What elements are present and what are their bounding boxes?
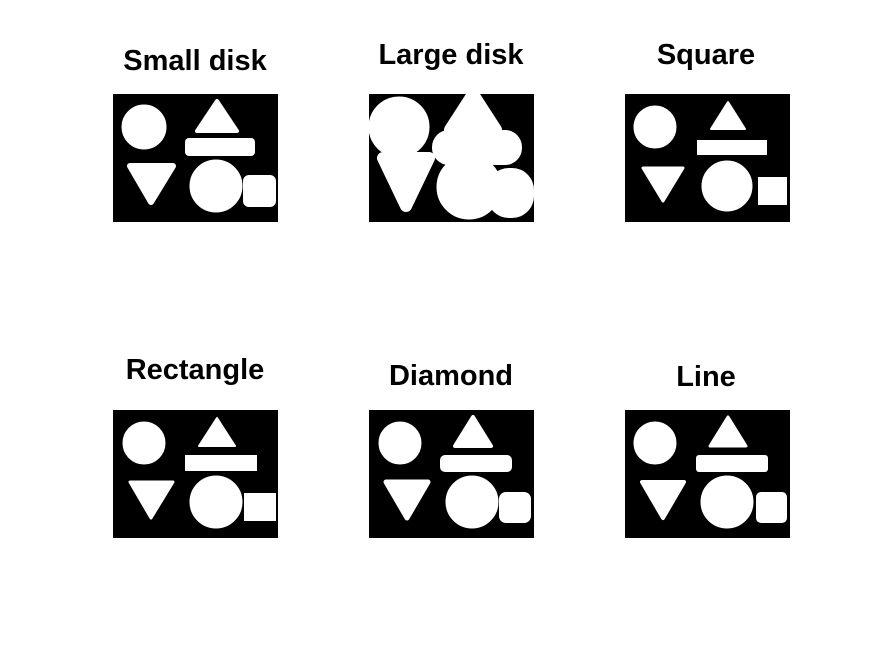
up-triangle-shape xyxy=(710,101,746,130)
disk-shape xyxy=(633,105,677,149)
down-triangle-shape xyxy=(127,163,176,205)
panel-title-rectangle: Rectangle xyxy=(125,354,265,386)
disk-shape xyxy=(369,96,430,158)
bar-shape xyxy=(440,455,512,472)
panel-image-line xyxy=(625,410,790,538)
panel-image-rectangle xyxy=(113,410,278,538)
bar-shape xyxy=(185,138,255,156)
panel-title-square: Square xyxy=(656,39,756,71)
small-square-shape xyxy=(243,175,276,207)
large-circle-shape xyxy=(445,475,499,529)
down-triangle-shape xyxy=(128,480,175,520)
bar-shape xyxy=(185,455,257,471)
down-triangle-shape xyxy=(377,152,435,212)
small-square-shape xyxy=(758,177,787,205)
bar-shape xyxy=(432,130,522,165)
large-circle-shape xyxy=(700,475,754,529)
disk-shape xyxy=(121,104,167,150)
down-triangle-shape xyxy=(641,166,685,203)
bar-shape xyxy=(697,140,767,155)
bar-shape xyxy=(696,455,768,472)
down-triangle-shape xyxy=(383,479,431,521)
large-circle-shape xyxy=(189,475,243,529)
panel-title-line: Line xyxy=(676,361,736,393)
panel-title-small-disk: Small disk xyxy=(123,45,267,77)
panel-image-diamond xyxy=(369,410,534,538)
up-triangle-shape xyxy=(708,415,748,448)
small-square-shape xyxy=(756,492,787,523)
panel-image-large-disk xyxy=(369,94,534,222)
small-square-shape xyxy=(487,168,534,218)
down-triangle-shape xyxy=(640,480,686,520)
panel-title-diamond: Diamond xyxy=(388,360,514,392)
up-triangle-shape xyxy=(195,99,239,133)
panel-title-large-disk: Large disk xyxy=(378,39,524,71)
disk-shape xyxy=(633,421,677,465)
small-square-shape xyxy=(244,493,276,521)
panel-image-small-disk xyxy=(113,94,278,222)
small-square-shape xyxy=(499,492,531,523)
disk-shape xyxy=(122,421,166,465)
large-circle-shape xyxy=(189,159,243,213)
up-triangle-shape xyxy=(198,417,236,447)
disk-shape xyxy=(378,421,422,465)
large-circle-shape xyxy=(701,160,753,212)
up-triangle-shape xyxy=(453,415,493,448)
panel-image-square xyxy=(625,94,790,222)
